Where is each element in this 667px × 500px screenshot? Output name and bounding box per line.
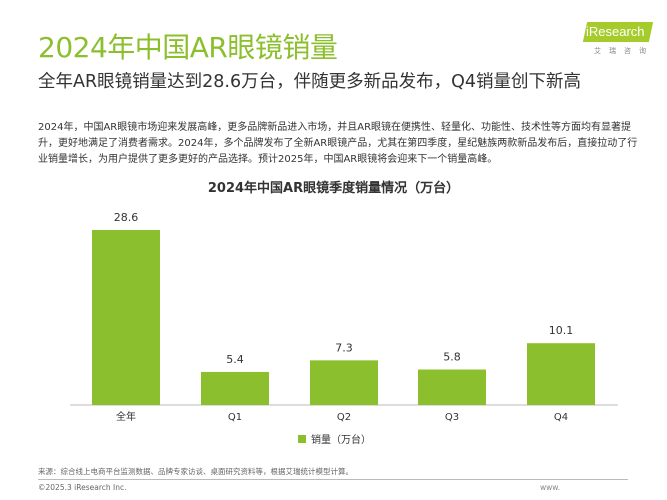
data-label: 7.3 [335, 341, 353, 354]
legend-label: 销量（万台） [311, 435, 371, 446]
description-paragraph: 2024年，中国AR眼镜市场迎来发展高峰，更多品牌新品进入市场，并且AR眼镜在便… [38, 122, 638, 165]
page-subtitle: 全年AR眼镜销量达到28.6万台，伴随更多新品发布，Q4销量创下新高 [38, 72, 582, 92]
logo-subtext: 艾瑞咨询 [594, 47, 654, 55]
chart-title: 2024年中国AR眼镜季度销量情况（万台） [207, 181, 460, 196]
data-label: 5.8 [443, 351, 461, 364]
x-tick-label: Q2 [337, 412, 351, 423]
source-note: 来源：综合线上电商平台监测数据、品牌专家访谈、桌面研究资料等，根据艾瑞统计模型计… [38, 467, 353, 476]
data-label: 5.4 [226, 353, 244, 366]
legend: 销量（万台） [298, 431, 371, 446]
x-tick-label: Q1 [228, 412, 242, 423]
data-label: 28.6 [114, 211, 139, 224]
bar [92, 230, 160, 405]
bar [201, 371, 269, 405]
page-title: 2024年中国AR眼镜销量 [38, 31, 338, 64]
footer-divider [38, 479, 628, 480]
x-tick-label: Q4 [554, 412, 568, 423]
bar [527, 343, 595, 405]
x-tick-label: Q3 [445, 412, 459, 423]
copyright: ©2025.3 iResearch Inc. [38, 483, 127, 492]
bar [418, 369, 486, 405]
website: www. [540, 483, 561, 492]
data-label: 10.1 [549, 324, 574, 337]
x-tick-label: 全年 [116, 410, 136, 423]
bar [310, 360, 378, 405]
legend-swatch [298, 434, 306, 443]
logo-text: iResearch [586, 24, 645, 39]
